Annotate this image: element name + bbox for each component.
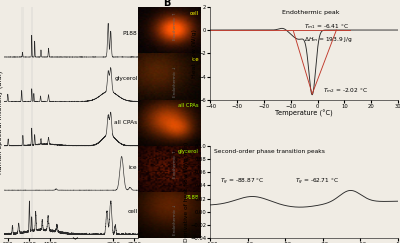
Bar [138, 192, 201, 238]
Text: Endothermic ↓: Endothermic ↓ [173, 66, 177, 97]
X-axis label: Temperature (°C): Temperature (°C) [275, 110, 333, 117]
Text: Endothermic ↓: Endothermic ↓ [173, 204, 177, 235]
Text: $T_g$ = -62.71 °C: $T_g$ = -62.71 °C [295, 176, 339, 187]
Text: B: B [164, 0, 171, 8]
Bar [138, 7, 201, 53]
Bar [138, 53, 201, 100]
Text: $\Delta H_m$ = 193.9 J/g: $\Delta H_m$ = 193.9 J/g [304, 35, 353, 44]
Text: cell: cell [127, 209, 138, 214]
Text: $T_{m2}$ = -2.02 °C: $T_{m2}$ = -2.02 °C [323, 86, 368, 95]
Bar [31, 7, 34, 238]
Text: glycerol: glycerol [114, 76, 138, 81]
Text: Exothermic ↑: Exothermic ↑ [173, 12, 177, 40]
Text: Endothermic peak: Endothermic peak [282, 10, 339, 15]
Y-axis label: Raman spectral intensity (a.u.): Raman spectral intensity (a.u.) [0, 71, 3, 174]
Text: all CPAs: all CPAs [114, 120, 138, 125]
Bar [138, 100, 201, 146]
Text: Second-order phase transition peaks: Second-order phase transition peaks [214, 148, 325, 154]
Text: $T_{m1}$ = -6.41 °C: $T_{m1}$ = -6.41 °C [304, 22, 349, 31]
Text: ice: ice [129, 165, 138, 170]
Text: $T_g$ = -88.87 °C: $T_g$ = -88.87 °C [220, 176, 264, 187]
Text: P188: P188 [123, 31, 138, 36]
Bar [21, 7, 24, 238]
Y-axis label: Heat flow (W/g): Heat flow (W/g) [192, 29, 197, 78]
Text: Exothermic ↑: Exothermic ↑ [173, 150, 177, 178]
Y-axis label: Derivative of heat flow (W/g·min): Derivative of heat flow (W/g·min) [184, 142, 189, 242]
Bar [138, 146, 201, 192]
